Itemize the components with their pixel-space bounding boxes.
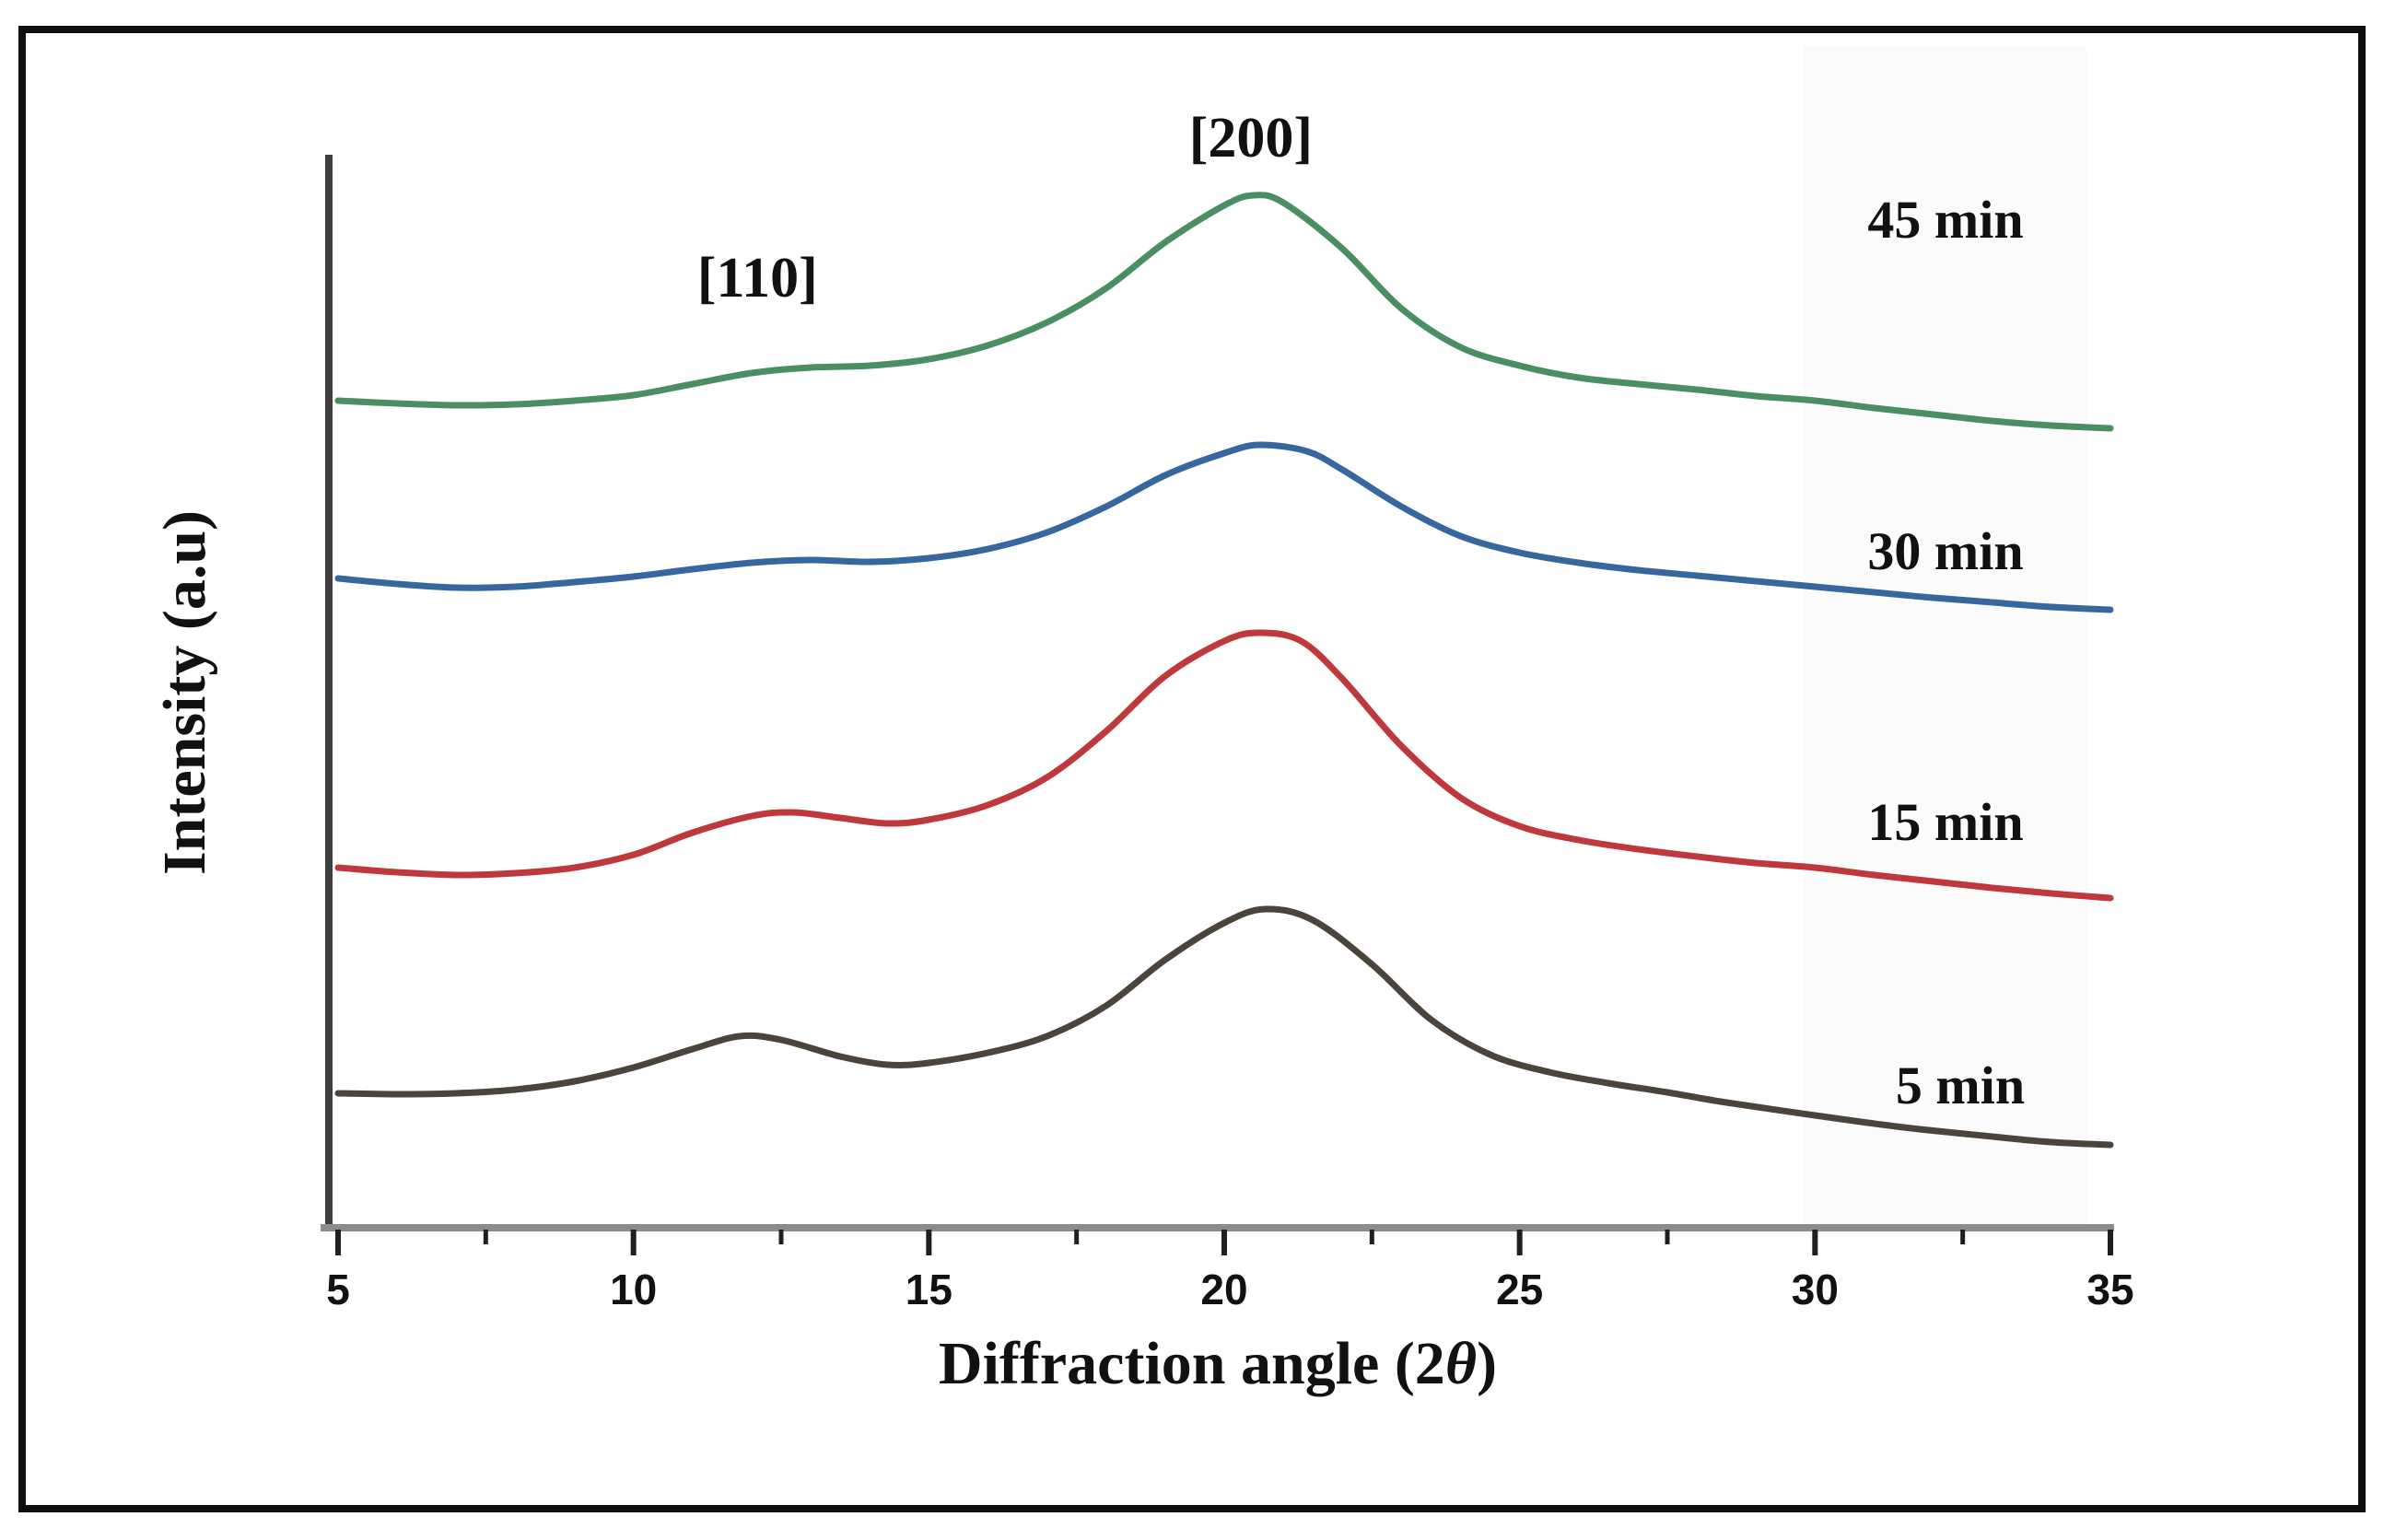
curve-15-min — [334, 629, 2114, 902]
peak-annotation-200: [200] — [1189, 107, 1313, 169]
x-tick-label: 35 — [2086, 1266, 2133, 1313]
series-label-45min: 45 min — [1867, 190, 2023, 250]
curve-45-min — [334, 192, 2114, 432]
x-axis-title-close: ) — [1477, 1330, 1497, 1397]
series-label-15min: 15 min — [1867, 792, 2023, 852]
figure-border — [18, 26, 2366, 1512]
x-tick-label: 5 — [326, 1266, 350, 1313]
x-axis-title-main: Diffraction angle (2 — [939, 1330, 1445, 1397]
peak-annotation-110: [110] — [697, 247, 818, 309]
curves-group — [334, 192, 2114, 1149]
series-label-5min: 5 min — [1896, 1056, 2025, 1115]
x-tick-label: 25 — [1496, 1266, 1543, 1313]
y-axis-title: Intensity (a.u) — [151, 510, 218, 875]
watermark-artifact — [1804, 46, 2086, 1225]
series-label-30min: 30 min — [1867, 521, 2023, 581]
curve-30-min — [334, 441, 2114, 613]
x-axis-title: Diffraction angle (2θ) — [939, 1330, 1497, 1397]
x-axis-title-theta: θ — [1445, 1330, 1477, 1397]
curve-5-min — [334, 905, 2114, 1149]
x-tick-label: 20 — [1200, 1266, 1247, 1313]
x-tick-label: 30 — [1792, 1266, 1839, 1313]
x-ticks-group: 5 10 15 20 25 30 35 — [326, 1230, 2134, 1313]
x-tick-label: 10 — [610, 1266, 657, 1313]
x-tick-label: 15 — [906, 1266, 952, 1313]
